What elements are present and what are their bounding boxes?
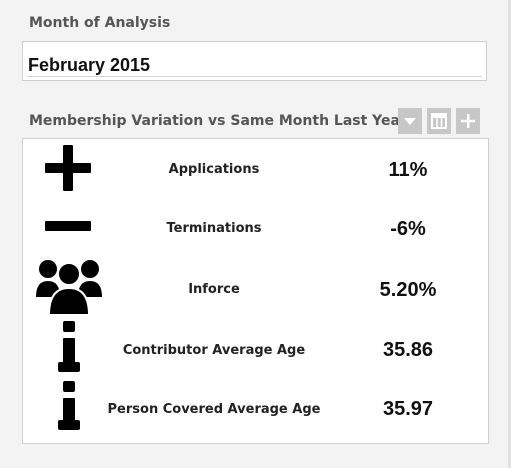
plus-icon <box>45 145 91 191</box>
add-button[interactable] <box>456 108 480 134</box>
metric-value-inforce: 5.20% <box>379 279 437 301</box>
info-icon <box>58 321 80 372</box>
info-icon <box>58 381 80 430</box>
metric-label-terminations: Terminations <box>166 221 262 236</box>
collapse-button[interactable] <box>398 108 422 134</box>
plus-icon <box>461 114 475 128</box>
metric-value-terminations: -6% <box>390 218 426 240</box>
metric-label-person-covered-average-age: Person Covered Average Age <box>107 402 321 417</box>
group-icon <box>36 260 102 316</box>
metric-label-contributor-average-age: Contributor Average Age <box>122 343 306 358</box>
window-edge <box>508 0 511 468</box>
month-of-analysis-value: February 2015 <box>28 55 151 75</box>
month-of-analysis-label: Month of Analysis <box>29 15 171 31</box>
minus-icon <box>45 221 91 231</box>
metric-value-person-covered-average-age: 35.97 <box>382 398 434 420</box>
month-of-analysis-field[interactable]: February 2015 <box>22 41 487 81</box>
panel-title: Membership Variation vs Same Month Last … <box>29 113 407 129</box>
metric-value-applications: 11% <box>388 159 428 181</box>
columns-icon <box>431 113 447 129</box>
metric-label-inforce: Inforce <box>188 282 240 297</box>
columns-button[interactable] <box>427 108 451 134</box>
membership-panel: Applications 11% Terminations -6% Inforc… <box>22 138 489 444</box>
field-underline <box>27 76 482 77</box>
chevron-down-icon <box>404 118 416 125</box>
metric-label-applications: Applications <box>168 162 260 177</box>
metric-value-contributor-average-age: 35.86 <box>382 339 434 361</box>
